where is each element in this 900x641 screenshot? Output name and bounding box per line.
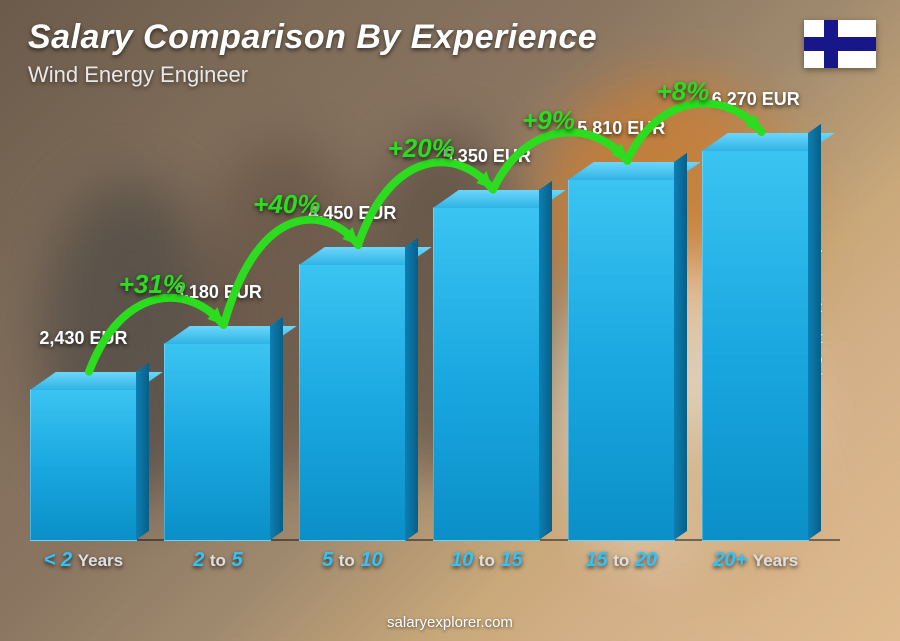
bar-1: 3,180 EUR2 to 5 xyxy=(164,343,271,541)
growth-pct-label: +8% xyxy=(657,76,710,107)
bar-category-label: 10 to 15 xyxy=(433,549,540,572)
bar-4: 5,810 EUR15 to 20 xyxy=(568,179,675,541)
bar-5: 6,270 EUR20+ Years xyxy=(702,150,809,541)
bar-0: 2,430 EUR< 2 Years xyxy=(30,389,137,541)
growth-pct-label: +31% xyxy=(119,269,186,300)
bar-value-label: 5,810 EUR xyxy=(577,118,665,139)
bar-category-label: 20+ Years xyxy=(702,549,809,572)
bar-category-label: 2 to 5 xyxy=(164,549,271,572)
bar-chart: 2,430 EUR< 2 Years3,180 EUR2 to 54,450 E… xyxy=(30,130,840,571)
growth-pct-label: +40% xyxy=(253,189,320,220)
bar-category-label: 5 to 10 xyxy=(299,549,406,572)
bar-fill xyxy=(299,264,406,542)
growth-pct-label: +9% xyxy=(522,105,575,136)
bar-2: 4,450 EUR5 to 10 xyxy=(299,264,406,542)
bar-value-label: 6,270 EUR xyxy=(712,89,800,110)
bar-value-label: 4,450 EUR xyxy=(308,203,396,224)
page-title: Salary Comparison By Experience xyxy=(28,18,597,57)
bar-value-label: 5,350 EUR xyxy=(443,146,531,167)
page-subtitle: Wind Energy Engineer xyxy=(28,62,248,88)
bar-fill xyxy=(164,343,271,541)
bar-value-label: 2,430 EUR xyxy=(39,328,127,349)
growth-pct-label: +20% xyxy=(388,133,455,164)
bar-category-label: < 2 Years xyxy=(30,549,137,572)
bar-fill xyxy=(568,179,675,541)
bar-fill xyxy=(30,389,137,541)
bar-fill xyxy=(702,150,809,541)
infographic: Salary Comparison By Experience Wind Ene… xyxy=(0,0,900,641)
bar-value-label: 3,180 EUR xyxy=(174,282,262,303)
bar-3: 5,350 EUR10 to 15 xyxy=(433,207,540,541)
finland-flag-icon xyxy=(804,20,876,68)
bar-category-label: 15 to 20 xyxy=(568,549,675,572)
bar-fill xyxy=(433,207,540,541)
footer-credit: salaryexplorer.com xyxy=(0,614,900,631)
